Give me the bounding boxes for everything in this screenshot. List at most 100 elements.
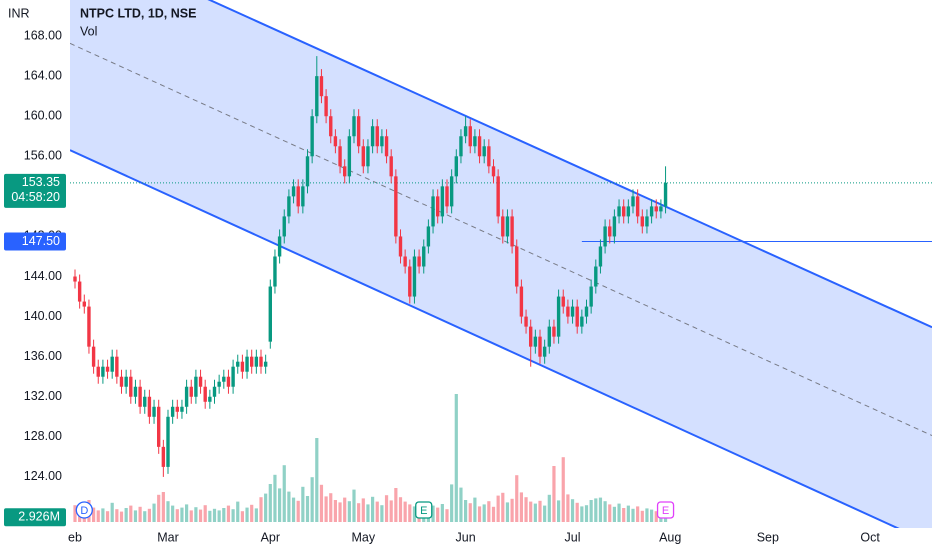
volume-bar — [264, 493, 268, 522]
y-tick-label: 156.00 — [24, 149, 62, 163]
candle-body — [380, 136, 384, 147]
volume-bar — [631, 508, 635, 522]
volume-bar — [259, 497, 263, 522]
y-tick-label: 164.00 — [24, 68, 62, 82]
volume-bar — [301, 486, 305, 522]
candle-body — [110, 356, 114, 372]
volume-bar — [408, 504, 412, 522]
symbol-title: NTPC LTD, 1D, NSE — [80, 6, 196, 20]
candle-body — [203, 386, 207, 402]
channel-upper — [207, 0, 932, 329]
volume-bar — [166, 501, 170, 522]
volume-bar — [343, 497, 347, 522]
candle-body — [361, 146, 365, 167]
y-tick-label: 132.00 — [24, 389, 62, 403]
volume-bar — [445, 509, 449, 522]
candle-body — [277, 236, 282, 257]
candle-body — [510, 216, 514, 247]
candle-body — [417, 256, 421, 267]
candle-body — [640, 216, 644, 227]
candle-body — [622, 206, 626, 217]
volume-bar — [636, 506, 640, 522]
candle-body — [575, 306, 579, 327]
volume-bar — [273, 474, 277, 522]
candle-body — [398, 236, 403, 257]
volume-bar — [566, 494, 570, 522]
candle-body — [329, 116, 333, 137]
candle-body — [584, 306, 589, 317]
candle-body — [496, 176, 500, 217]
candle-body — [356, 116, 361, 147]
candle-body — [161, 446, 166, 467]
volume-bar — [124, 508, 128, 522]
volume-bar — [515, 475, 519, 522]
x-tick-label: Jun — [456, 530, 476, 544]
countdown: 04:58:20 — [11, 190, 60, 204]
candle-body — [333, 136, 338, 147]
volume-bar — [171, 505, 175, 522]
volume-bar — [319, 484, 324, 522]
volume-bar — [533, 503, 537, 522]
x-tick-label: Mar — [157, 530, 179, 544]
volume-bar — [96, 510, 100, 522]
candle-body — [184, 386, 189, 407]
candle-body — [408, 266, 412, 297]
volume-bar — [580, 506, 584, 522]
candle-body — [301, 186, 305, 207]
last-price-badge — [4, 173, 66, 208]
y-tick-label: 168.00 — [24, 28, 62, 42]
volume-bar — [622, 508, 626, 522]
last-volume: 2.926M — [18, 510, 60, 524]
candle-body — [663, 182, 668, 207]
event-label: E — [420, 505, 427, 517]
channel-fill — [70, 0, 932, 528]
candle-body — [259, 356, 263, 367]
volume-bar — [389, 500, 393, 522]
volume-bar — [333, 500, 337, 522]
candle-body — [566, 306, 570, 317]
candle-body — [166, 416, 170, 467]
volume-bar — [226, 505, 231, 522]
candle-body — [143, 396, 147, 407]
candle-body — [291, 186, 296, 197]
volume-bar — [133, 510, 138, 522]
candle-body — [105, 366, 110, 372]
volume-bar — [180, 507, 184, 522]
candle-body — [180, 406, 184, 412]
volume-bar — [287, 491, 291, 522]
volume-bar — [119, 511, 124, 522]
candle-body — [594, 266, 598, 287]
currency: INR — [8, 6, 30, 20]
candle-body — [445, 186, 449, 207]
candle-body — [394, 176, 398, 237]
candle-body — [645, 216, 649, 227]
event-label: E — [662, 505, 669, 517]
volume-bar — [538, 500, 542, 522]
volume-bar — [454, 394, 458, 522]
candle-body — [487, 146, 491, 167]
volume-bar — [161, 492, 165, 522]
candle-body — [431, 196, 435, 227]
volume-bar — [73, 505, 77, 522]
volume-bar — [524, 497, 528, 522]
candle-body — [426, 226, 431, 247]
volume-bar — [101, 508, 105, 522]
candle-body — [250, 356, 254, 367]
volume-bar — [482, 504, 486, 522]
candle-body — [268, 286, 272, 342]
candle-body — [370, 126, 375, 147]
candle-body — [519, 286, 524, 317]
candle-body — [319, 76, 324, 97]
candle-body — [436, 196, 440, 217]
volume-bar — [361, 498, 365, 522]
y-tick-label: 124.00 — [24, 469, 62, 483]
candle-body — [538, 336, 542, 357]
candle-body — [529, 326, 533, 347]
candle-body — [580, 316, 584, 327]
volume-bar — [505, 502, 510, 522]
volume-bar — [570, 499, 575, 522]
volume-bar — [403, 501, 407, 522]
volume-bar — [245, 507, 249, 522]
